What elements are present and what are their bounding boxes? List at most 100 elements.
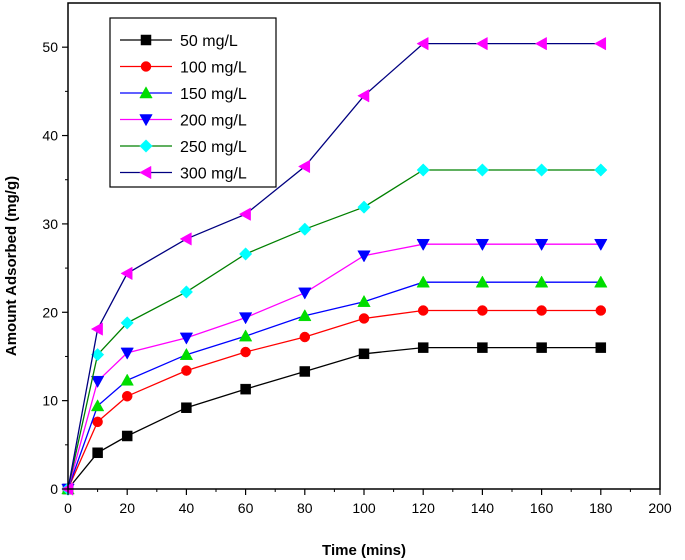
legend-entry-250-mg-l: 250 mg/L: [120, 139, 247, 156]
data-point-150-mg-l: [357, 294, 371, 307]
series-line-50-mg-l: [67, 346, 601, 490]
series-line-150-mg-l: [67, 281, 601, 490]
series-line-100-mg-l: [67, 309, 601, 490]
data-point-300-mg-l: [179, 232, 192, 246]
data-point-150-mg-l: [475, 275, 490, 288]
y-axis-title: Amount Adsorbed (mg/g): [3, 176, 20, 356]
series-300-mg-l: [61, 36, 607, 496]
data-point-250-mg-l: [179, 285, 194, 299]
series-line-250-mg-l: [67, 169, 601, 490]
data-point-150-mg-l: [416, 275, 430, 288]
data-point-50-mg-l: [181, 402, 192, 413]
data-point-250-mg-l: [475, 163, 490, 177]
data-point-250-mg-l: [238, 247, 253, 261]
data-point-50-mg-l: [477, 342, 488, 353]
data-point-50-mg-l: [121, 430, 133, 442]
data-point-150-mg-l: [238, 329, 253, 342]
legend-entry-200-mg-l: 200 mg/L: [120, 113, 247, 130]
legend-label-100-mg-l: 100 mg/L: [180, 60, 247, 77]
data-point-100-mg-l: [536, 305, 547, 316]
data-point-150-mg-l: [594, 275, 608, 288]
data-point-200-mg-l: [357, 250, 371, 263]
data-point-300-mg-l: [238, 207, 251, 221]
legend-label-50-mg-l: 50 mg/L: [180, 33, 238, 50]
x-tick-label: 40: [179, 500, 195, 516]
data-point-300-mg-l: [416, 36, 429, 51]
data-point-200-mg-l: [120, 347, 134, 360]
legend-marker-250-mg-l: [139, 139, 153, 153]
x-tick-label: 0: [64, 500, 72, 516]
data-point-300-mg-l: [298, 159, 311, 174]
y-tick-label: 40: [42, 128, 58, 144]
series-line-200-mg-l: [67, 243, 601, 490]
legend-entry-150-mg-l: 150 mg/L: [120, 86, 247, 103]
x-tick-label: 120: [412, 500, 436, 516]
data-point-100-mg-l: [121, 390, 133, 402]
data-point-50-mg-l: [299, 366, 311, 377]
data-point-100-mg-l: [92, 416, 103, 428]
data-point-100-mg-l: [595, 305, 607, 316]
data-point-200-mg-l: [90, 375, 105, 388]
data-point-250-mg-l: [416, 163, 430, 177]
data-point-50-mg-l: [536, 342, 547, 353]
data-point-250-mg-l: [594, 163, 608, 177]
x-tick-label: 160: [530, 500, 554, 516]
data-point-150-mg-l: [298, 309, 312, 322]
legend-entry-50-mg-l: 50 mg/L: [120, 33, 238, 50]
data-point-200-mg-l: [179, 332, 194, 345]
data-point-200-mg-l: [416, 238, 430, 251]
data-point-200-mg-l: [534, 238, 549, 251]
data-point-300-mg-l: [120, 266, 133, 281]
data-point-150-mg-l: [179, 347, 194, 360]
data-point-150-mg-l: [90, 399, 105, 412]
y-tick-label: 50: [42, 39, 58, 55]
data-point-300-mg-l: [357, 89, 370, 103]
data-point-200-mg-l: [475, 238, 490, 251]
series-200-mg-l: [61, 238, 608, 496]
x-tick-label: 60: [238, 500, 254, 516]
x-tick-label: 100: [352, 500, 376, 516]
data-point-100-mg-l: [181, 365, 192, 376]
data-point-300-mg-l: [90, 322, 103, 336]
series-100-mg-l: [62, 305, 607, 495]
data-point-300-mg-l: [475, 36, 488, 51]
data-point-100-mg-l: [477, 305, 488, 316]
x-tick-label: 200: [648, 500, 672, 516]
legend-box: [109, 17, 277, 188]
plot-area: [61, 36, 608, 496]
x-tick-label: 80: [297, 500, 313, 516]
data-point-200-mg-l: [298, 287, 312, 300]
legend-marker-150-mg-l: [139, 86, 153, 99]
data-point-100-mg-l: [240, 346, 251, 358]
legend-label-150-mg-l: 150 mg/L: [180, 86, 247, 103]
data-point-100-mg-l: [299, 331, 311, 343]
data-point-50-mg-l: [417, 342, 429, 353]
data-point-50-mg-l: [358, 348, 370, 360]
series-50-mg-l: [62, 342, 607, 495]
x-axis-title: Time (mins): [322, 542, 406, 559]
x-tick-label: 140: [471, 500, 495, 516]
legend-entry-100-mg-l: 100 mg/L: [120, 60, 247, 77]
legend-entry-300-mg-l: 300 mg/L: [120, 166, 247, 183]
legend-label-200-mg-l: 200 mg/L: [180, 113, 247, 130]
axes: 0 20 40 60 80 100 120 140 160 180 200 0 10 20 30 40 50: [42, 2, 672, 516]
data-point-200-mg-l: [594, 238, 608, 251]
data-point-300-mg-l: [534, 36, 547, 51]
series-150-mg-l: [61, 275, 608, 495]
data-point-250-mg-l: [534, 163, 549, 177]
legend-label-300-mg-l: 300 mg/L: [180, 166, 247, 183]
data-point-250-mg-l: [357, 200, 371, 214]
data-point-250-mg-l: [120, 316, 134, 330]
data-point-150-mg-l: [120, 373, 134, 386]
data-point-300-mg-l: [594, 36, 607, 51]
legend-marker-100-mg-l: [140, 61, 152, 72]
x-tick-label: 180: [589, 500, 613, 516]
y-tick-label: 0: [50, 481, 58, 497]
data-point-50-mg-l: [92, 447, 103, 459]
y-tick-label: 20: [42, 304, 58, 320]
data-point-50-mg-l: [240, 383, 251, 395]
y-tick-label: 30: [42, 216, 58, 232]
legend-label-250-mg-l: 250 mg/L: [180, 139, 247, 156]
x-tick-label: 20: [119, 500, 135, 516]
